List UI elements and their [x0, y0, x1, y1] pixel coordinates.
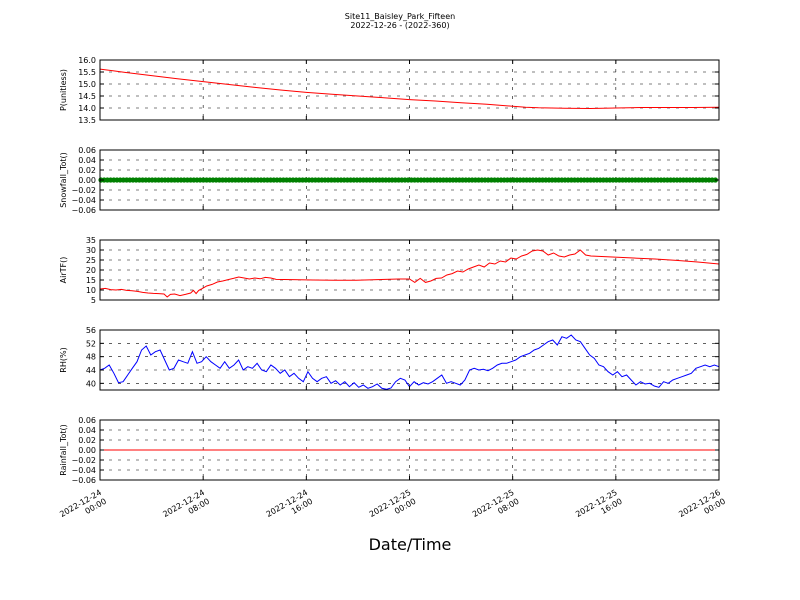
y-tick-label: −0.06: [71, 206, 96, 215]
y-tick-label: −0.02: [71, 186, 96, 195]
chart-subtitle: 2022-12-26 - (2022-360): [350, 21, 449, 30]
panel-4: 56 52 48 44 40 RH(%): [59, 326, 720, 391]
x-axis-label: Date/Time: [369, 535, 452, 554]
y-tick-label: 0.00: [78, 176, 96, 185]
x-tick-label: 2022-12-2416:00: [265, 488, 315, 528]
x-tick-label: 2022-12-2400:00: [58, 488, 108, 528]
panel-2: 0.060.040.020.00−0.02−0.04−0.06Snowfall_…: [59, 146, 720, 215]
series-line: [99, 249, 720, 298]
y-tick-label: 0.02: [78, 166, 96, 175]
y-tick-label: 14.5: [78, 92, 96, 101]
y-tick-label: 20: [86, 266, 96, 275]
y-tick-label: 48: [86, 353, 96, 362]
chart-title: Site11_Baisley_Park_Fifteen: [345, 12, 455, 21]
x-tick-label: 2022-12-2600:00: [677, 488, 727, 528]
y-tick-label: 0.02: [78, 436, 96, 445]
y-tick-label: 15: [86, 276, 96, 285]
y-tick-label: −0.06: [71, 476, 96, 485]
y-tick-label: −0.04: [71, 466, 96, 475]
y-tick-label: 14.0: [78, 104, 96, 113]
x-tick-label: 2022-12-2500:00: [368, 488, 418, 528]
y-tick-label: 0.04: [78, 156, 96, 165]
y-tick-label: 25: [86, 256, 96, 265]
y-tick-label: 0.06: [78, 416, 96, 425]
x-tick-label: 2022-12-2508:00: [471, 488, 521, 528]
y-tick-label: 13.5: [78, 116, 96, 125]
x-tick-label: 2022-12-2516:00: [574, 488, 624, 528]
x-tick-label: 2022-12-2408:00: [161, 488, 211, 528]
y-axis-label: RH(%): [59, 347, 68, 372]
x-axis: 2022-12-2400:00 2022-12-2408:00 2022-12-24…: [58, 488, 727, 528]
y-tick-label: 0.00: [78, 446, 96, 455]
y-tick-label: 44: [86, 366, 96, 375]
series-line: [99, 68, 720, 110]
y-tick-label: 10: [86, 286, 96, 295]
y-tick-label: 15.5: [78, 68, 96, 77]
panels-group: 16.015.515.014.514.013.5P(unitless)0.060…: [59, 56, 720, 485]
y-axis-label: AirTF(): [59, 257, 68, 284]
y-tick-label: 30: [86, 246, 96, 255]
panel-1: 16.0 15.5 15.0 14.5 14.0 13.5 P(unitless): [59, 56, 720, 125]
y-tick-label: 52: [86, 339, 96, 348]
y-tick-label: 0.04: [78, 426, 96, 435]
y-tick-label: 0.06: [78, 146, 96, 155]
y-tick-label: 15.0: [78, 80, 96, 89]
y-tick-label: 16.0: [78, 56, 96, 65]
y-tick-label: 56: [86, 326, 96, 335]
y-tick-label: −0.04: [71, 196, 96, 205]
y-axis-label: Rainfall_Tot(): [59, 424, 68, 476]
y-tick-label: −0.02: [71, 456, 96, 465]
y-axis-label: P(unitless): [59, 69, 68, 111]
y-tick-label: 35: [86, 236, 96, 245]
y-tick-label: 5: [91, 296, 96, 305]
y-tick-label: 40: [86, 379, 96, 388]
y-axis-label: Snowfall_Tot(): [59, 152, 68, 208]
panel-5: 0.060.040.020.00−0.02−0.04−0.06Rainfall_…: [59, 416, 720, 485]
